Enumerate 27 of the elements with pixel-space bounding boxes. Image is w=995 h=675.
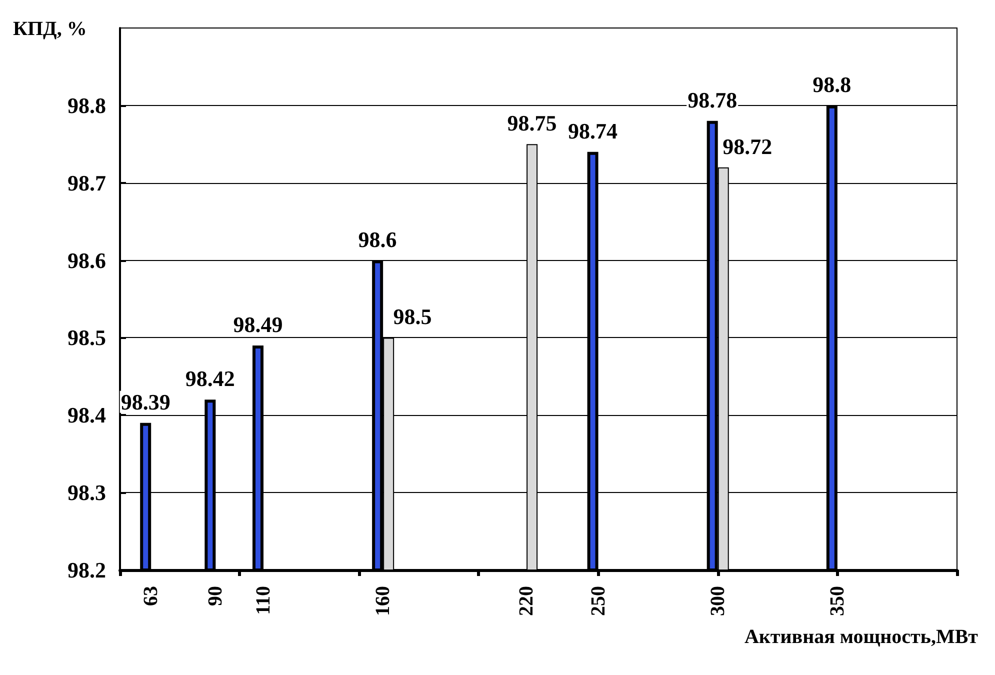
y-tick-label: 98.6 — [68, 248, 106, 273]
data-label: 98.8 — [812, 72, 852, 97]
y-tick-label: 98.8 — [68, 92, 106, 118]
data-label: 98.72 — [722, 134, 772, 159]
x-tick-label: 110 — [252, 586, 274, 615]
x-tick-label: 63 — [140, 586, 162, 606]
y-tick-label: 98.3 — [68, 480, 106, 506]
x-tick-label: 300 — [706, 586, 729, 616]
data-label: 98.39 — [120, 389, 170, 414]
data-label: 98.5 — [393, 304, 432, 330]
x-tick-label: 90 — [204, 586, 227, 606]
data-label: 98.6 — [358, 226, 397, 252]
x-tick-label: 220 — [516, 586, 538, 616]
x-tick-label: 350 — [826, 586, 848, 616]
data-label: 98.78 — [688, 87, 738, 112]
x-tick-label: 250 — [587, 586, 610, 616]
data-label: 98.75 — [507, 110, 557, 136]
y-tick-label: 98.7 — [68, 170, 106, 196]
y-tick-label: 98.2 — [68, 558, 106, 582]
y-axis-title: КПД, % — [13, 18, 87, 40]
y-tick-label: 98.4 — [68, 402, 106, 428]
x-axis-title: Активная мощность,МВт — [744, 626, 978, 648]
data-label: 98.49 — [233, 312, 283, 337]
y-tick-label: 98.5 — [68, 325, 106, 350]
data-label: 98.74 — [568, 118, 618, 144]
data-label: 98.42 — [185, 366, 235, 392]
x-tick-label: 160 — [372, 586, 394, 616]
